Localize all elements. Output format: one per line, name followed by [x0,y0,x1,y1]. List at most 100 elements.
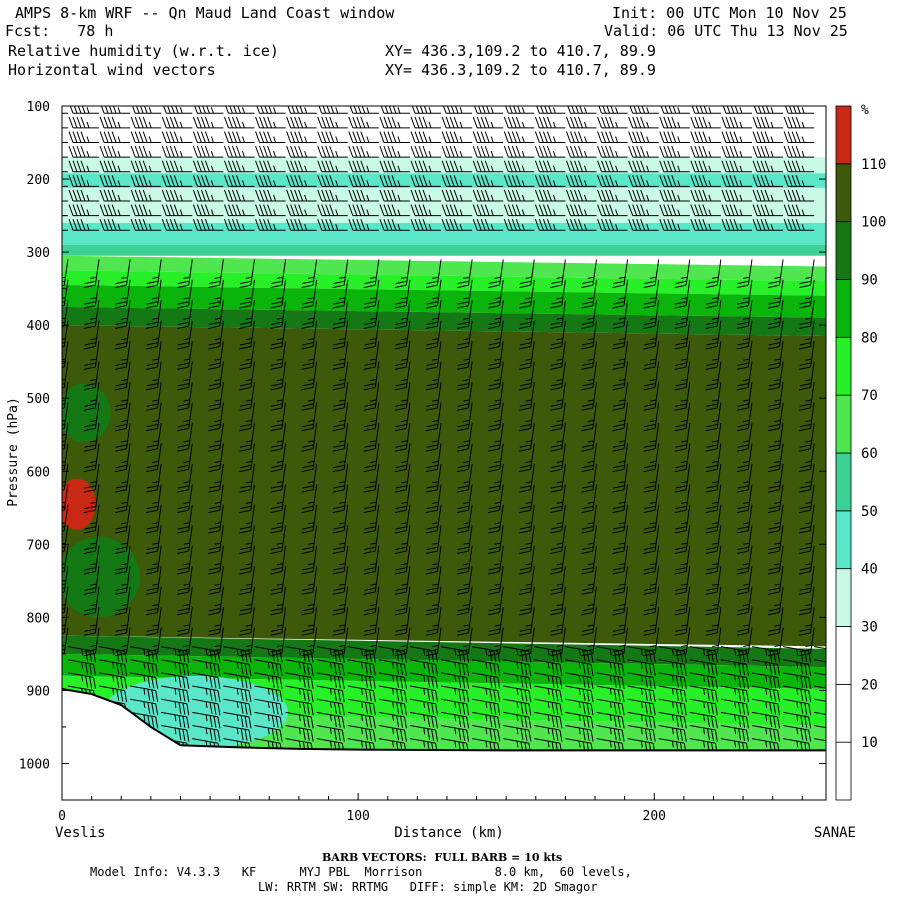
barb-flag [306,716,310,728]
barb-flag [609,131,615,143]
barb-staff [778,607,784,633]
barb-flag [721,189,727,202]
barb-staff [374,504,380,531]
barb-flag [426,382,439,387]
barb-half [304,150,308,158]
barb-flag [690,189,696,202]
barb-flag [364,505,376,510]
barb-staff [530,300,535,327]
barb-flag [760,189,766,202]
barb-flag [426,423,439,428]
wind-barb [301,279,318,309]
barb-flag [173,160,179,172]
barb-staff [499,320,504,347]
barb-flag [738,715,742,728]
barb-flag [550,546,563,551]
barb-flag [217,690,221,703]
barb-flag [515,131,521,143]
barb-flag [115,362,128,366]
wind-barb [472,698,501,716]
barb-flag [84,505,97,510]
barb-half [485,727,488,735]
barb-flag [695,106,700,114]
barb-flag [736,284,749,289]
barb-staff [534,724,561,731]
barb-flag [239,509,251,514]
barb-staff [499,402,504,429]
barb-flag [136,106,140,114]
barb-flag [515,219,521,231]
wind-barb [363,545,380,575]
barb-half [796,675,799,682]
barb-staff [499,300,504,327]
barb-half [81,648,84,656]
barb-flag [674,468,687,473]
barb-flag [519,591,531,595]
barb-flag [239,386,251,391]
barb-flag [659,116,665,129]
barb-flag [507,204,513,216]
barb-flag [659,189,665,202]
barb-staff [782,738,809,744]
barb-flag [613,728,617,741]
barb-staff [312,463,318,490]
barb-flag [332,346,345,350]
wind-barb [581,300,597,329]
barb-flag [208,505,221,510]
barb-flag [601,131,607,143]
barb-staff [658,685,685,692]
barb-flag [161,219,167,231]
barb-flag [387,160,393,172]
barb-flag [299,106,304,114]
barb-flag [612,366,625,370]
barb-staff [561,259,566,286]
barb-staff [716,504,722,531]
barb-flag [107,219,113,231]
barb-flag [767,448,780,452]
barb-flag [38,117,42,128]
barb-flag [550,571,562,575]
barb-flag [146,648,159,653]
barb-flag [259,160,265,172]
barb-half [739,165,743,172]
barb-flag [360,189,366,202]
barb-staff [125,279,131,306]
barb-flag [84,628,97,632]
wind-barb [83,545,100,575]
barb-flag [457,342,470,346]
barb-flag [422,175,428,187]
barb-flag [674,407,687,411]
barb-half [587,583,595,586]
barb-half [609,648,612,656]
wind-barb [425,382,442,411]
wind-barb [332,525,349,554]
barb-flag [457,505,470,510]
barb-staff [343,463,349,490]
barb-flag [528,690,532,703]
barb-flag [302,628,314,632]
barb-flag [571,106,575,114]
barb-flag [550,346,562,350]
barb-flag [472,189,478,202]
barb-half [743,276,750,279]
wind-barb [146,484,162,514]
barb-staff [63,259,69,286]
barb-flag [62,444,65,446]
barb-flag [364,403,376,407]
barb-flag [267,160,273,172]
wind-barb [394,320,411,350]
barb-half [680,563,688,566]
wind-barb [472,711,501,729]
barb-flag [597,131,603,143]
barb-flag [767,632,780,636]
wind-barb [689,659,718,676]
barb-half [183,379,190,382]
barb-flag [431,716,435,728]
wind-barb [270,545,287,575]
barb-flag [555,650,559,663]
wind-barb [472,175,504,187]
barb-half [236,714,239,722]
barb-flag [224,160,229,172]
barb-flag [411,106,416,114]
barb-staff [161,672,187,678]
